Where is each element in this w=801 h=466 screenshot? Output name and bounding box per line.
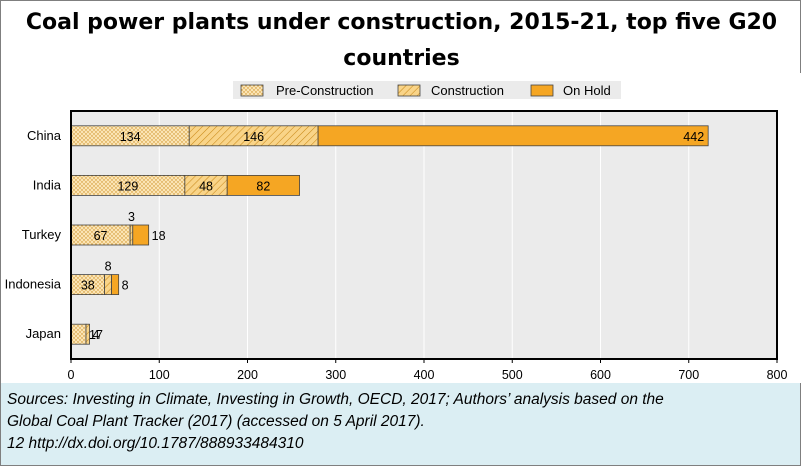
legend-swatch [240,84,264,97]
category-label: Turkey [22,227,62,242]
x-tick-label: 200 [237,368,258,382]
x-tick-label: 0 [68,368,75,382]
category-label: Indonesia [5,277,62,292]
legend-label: Construction [431,83,504,98]
legend-label: On Hold [563,83,611,98]
bar-construction [104,274,112,296]
axis-layer: China India Turkey Indonesia Japan 0 100 200 300… [5,110,788,382]
data-label: 8 [105,260,112,274]
bar-construction [85,323,90,345]
x-tick-label: 100 [149,368,170,382]
x-tick-label: 600 [590,368,611,382]
legend-background [233,81,621,99]
data-label: 18 [152,229,166,243]
legend-swatch [530,84,554,97]
stacked-bar-chart: 134 146 442 129 48 82 67 3 18 38 88 174 China India T… [5,81,788,382]
bar-on-hold [111,274,120,296]
data-label: 4 [93,328,100,342]
data-label: 17 [89,328,103,342]
chart-area: 134 146 442 129 48 82 67 3 18 38 8 8 17 4 China India T… [1,73,801,383]
source-note: Sources: Investing in Climate, Investing… [1,383,800,465]
data-label: 146 [243,130,264,144]
source-line-1: Sources: Investing in Climate, Investing… [7,391,664,408]
bar-on-hold [226,175,300,196]
labels-layer: 134 146 442 129 48 82 67 3 18 38 88 174 [81,130,704,342]
chart-title: Coal power plants under construction, 20… [1,5,801,77]
bar-on-hold [132,224,150,246]
x-tick-label: 300 [325,368,346,382]
legend-swatch [397,84,421,97]
data-label: 8 [122,279,129,293]
data-label: 48 [199,179,213,193]
category-label: India [33,177,62,192]
data-label: 442 [683,130,704,144]
source-line-2: Global Coal Plant Tracker (2017) (access… [7,413,425,430]
data-label: 3 [128,210,135,224]
category-label: Japan [26,326,61,341]
bar-pre-construction [70,323,87,345]
legend: Pre-Construction Construction On Hold [233,81,621,99]
data-label: 38 [81,279,95,293]
x-tick-label: 400 [414,368,435,382]
data-label: 129 [117,179,138,193]
x-tick-label: 500 [502,368,523,382]
data-label: 82 [256,179,270,193]
source-link[interactable]: 12 http://dx.doi.org/10.1787/88893348431… [7,435,304,452]
data-label: 134 [120,130,141,144]
chart-title-line-2: countries [343,46,460,71]
grid-layer [70,111,778,359]
bar-on-hold [317,125,709,147]
x-tick-label: 700 [678,368,699,382]
data-label: 67 [94,229,108,243]
chart-title-line-1: Coal power plants under construction, 20… [25,10,778,35]
x-tick-label: 800 [767,368,788,382]
legend-label: Pre-Construction [276,83,374,98]
category-label: China [27,128,62,143]
